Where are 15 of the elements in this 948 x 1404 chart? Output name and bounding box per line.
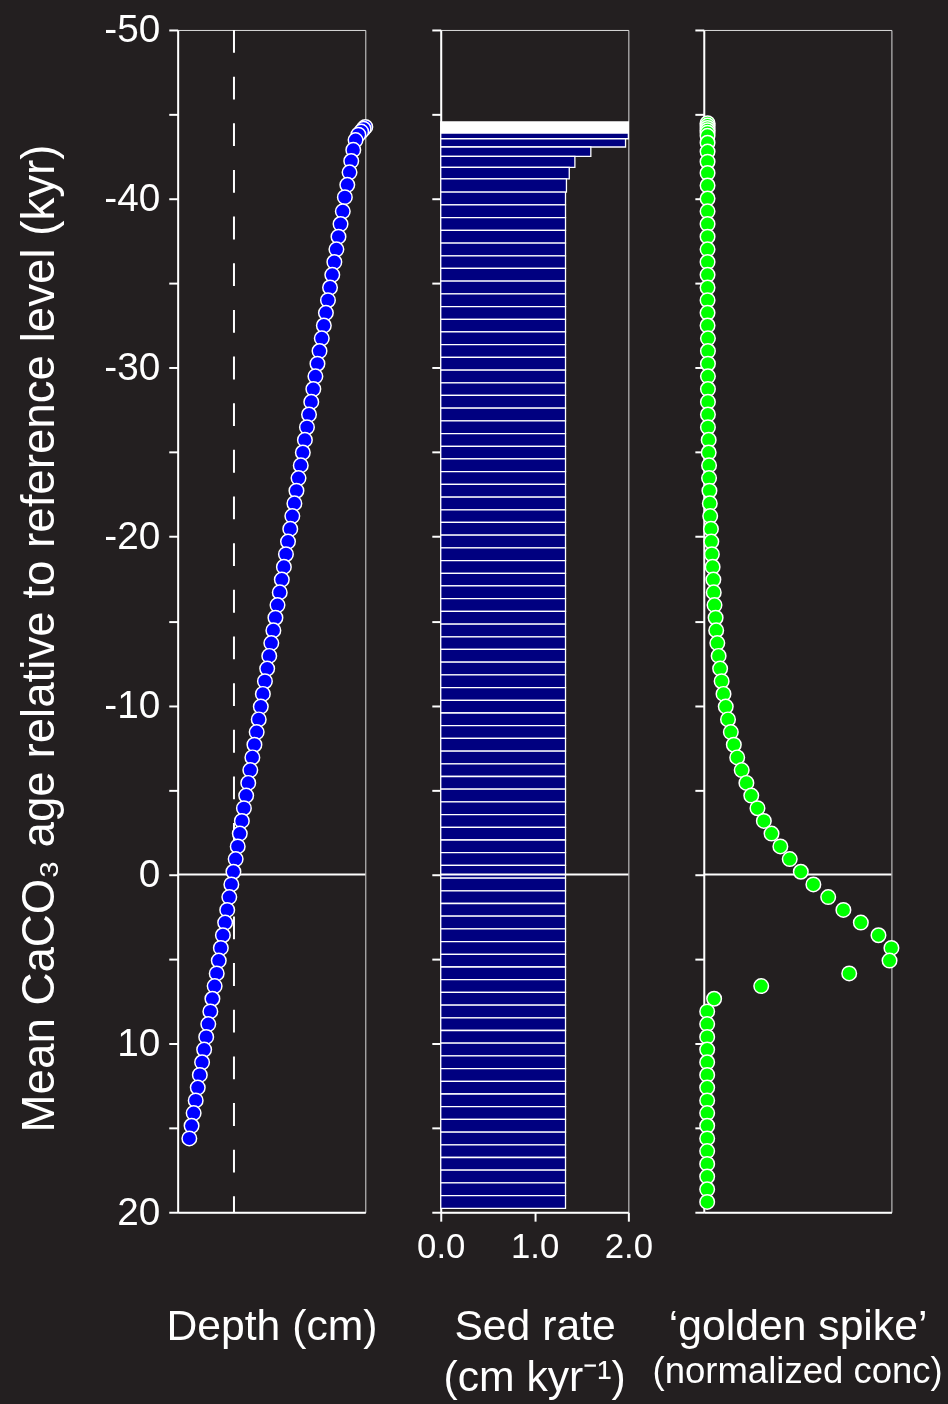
y-tick-label: -20 xyxy=(104,514,161,558)
y-tick-label: -30 xyxy=(104,345,161,389)
x-tick-label: 2.0 xyxy=(604,1227,654,1266)
y-tick-label: -50 xyxy=(104,7,161,51)
y-tick-label: -10 xyxy=(104,682,161,726)
y-tick-label: 10 xyxy=(117,1020,161,1064)
y-axis-title: Mean CaCO₃ age relative to reference level (kyr) xyxy=(13,144,65,1133)
y-tick-label: -40 xyxy=(104,176,161,220)
x-tick-label: 1.0 xyxy=(510,1227,560,1266)
x-axis-title: ‘golden spike’ (normalized conc) xyxy=(652,1300,943,1392)
y-tick-label: 0 xyxy=(138,851,161,895)
x-axis-title: Sed rate (cm kyr⁻¹) xyxy=(443,1300,626,1400)
x-axis-title: Depth (cm) xyxy=(166,1300,378,1349)
y-tick-label: 20 xyxy=(117,1189,161,1233)
x-tick-label: 0.0 xyxy=(417,1227,466,1266)
